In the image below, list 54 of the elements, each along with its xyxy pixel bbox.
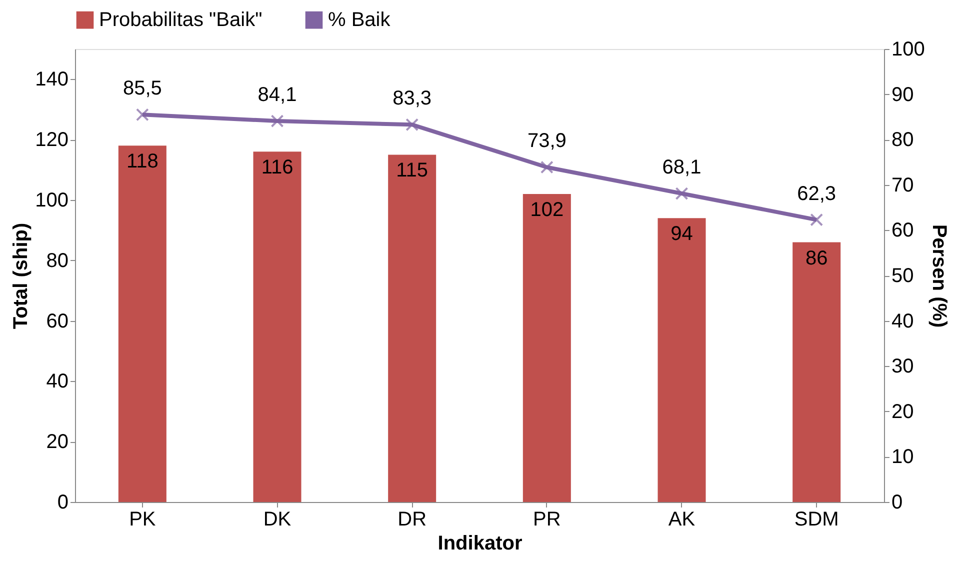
x-axis-title: Indikator (438, 532, 522, 554)
x-tick-label: AK (668, 508, 696, 530)
y-tick-label: 20 (46, 431, 68, 454)
point (675, 187, 688, 200)
y2-tick-label: 30 (892, 356, 914, 378)
data-label: 116 (261, 156, 294, 179)
y2-tick-label: 40 (892, 310, 914, 332)
bar (658, 218, 706, 502)
y-tick-label: 80 (46, 250, 68, 272)
y-tick-label: 140 (35, 68, 68, 91)
y-tick-label: 100 (35, 190, 68, 212)
data-label: 68,1 (662, 156, 702, 179)
x-tick-label: PK (129, 508, 156, 530)
bar (118, 146, 166, 502)
point (540, 160, 554, 174)
y2-tick-label: 60 (892, 220, 914, 242)
x-tick-label: PR (533, 508, 561, 530)
data-label: 115 (396, 160, 428, 182)
data-label: 102 (530, 198, 564, 221)
y2-tick-label: 90 (892, 84, 914, 106)
y2-tick-label: 10 (892, 446, 914, 468)
x-tick-label: DK (263, 508, 292, 530)
data-label: 86 (805, 247, 828, 270)
data-label: 118 (126, 150, 158, 173)
data-label: 94 (670, 223, 693, 246)
data-label: 73,9 (527, 130, 566, 152)
y-tick-label: 120 (35, 129, 68, 152)
y2-tick-label: 100 (892, 38, 925, 60)
point (406, 118, 419, 132)
legend-label: Probabilitas "Baik" (99, 9, 262, 32)
y-axis-title: Total (ship) (10, 222, 32, 330)
data-label: 83,3 (392, 88, 432, 110)
bar (388, 154, 436, 502)
y2-tick-label: 20 (892, 400, 914, 423)
bar (253, 152, 302, 502)
point (810, 213, 824, 226)
y2-tick-label: 70 (892, 174, 914, 196)
y2-tick-label: 50 (892, 265, 914, 287)
point (136, 108, 149, 122)
bar (792, 242, 841, 502)
data-label: 62,3 (797, 182, 836, 205)
data-label: 85,5 (122, 78, 162, 100)
y-tick-label: 0 (57, 492, 68, 514)
y2-axis-title: Persen (%) (928, 224, 950, 328)
y-tick-label: 60 (46, 310, 68, 332)
x-tick-label: SDM (794, 508, 839, 530)
y-tick-label: 40 (46, 370, 68, 393)
data-label: 84,1 (258, 84, 297, 106)
legend-label: % Baik (328, 9, 392, 32)
x-tick-label: DR (398, 508, 427, 530)
bar (522, 194, 571, 502)
y2-tick-label: 0 (892, 492, 903, 514)
point (270, 114, 284, 128)
y2-tick-label: 80 (892, 129, 914, 152)
